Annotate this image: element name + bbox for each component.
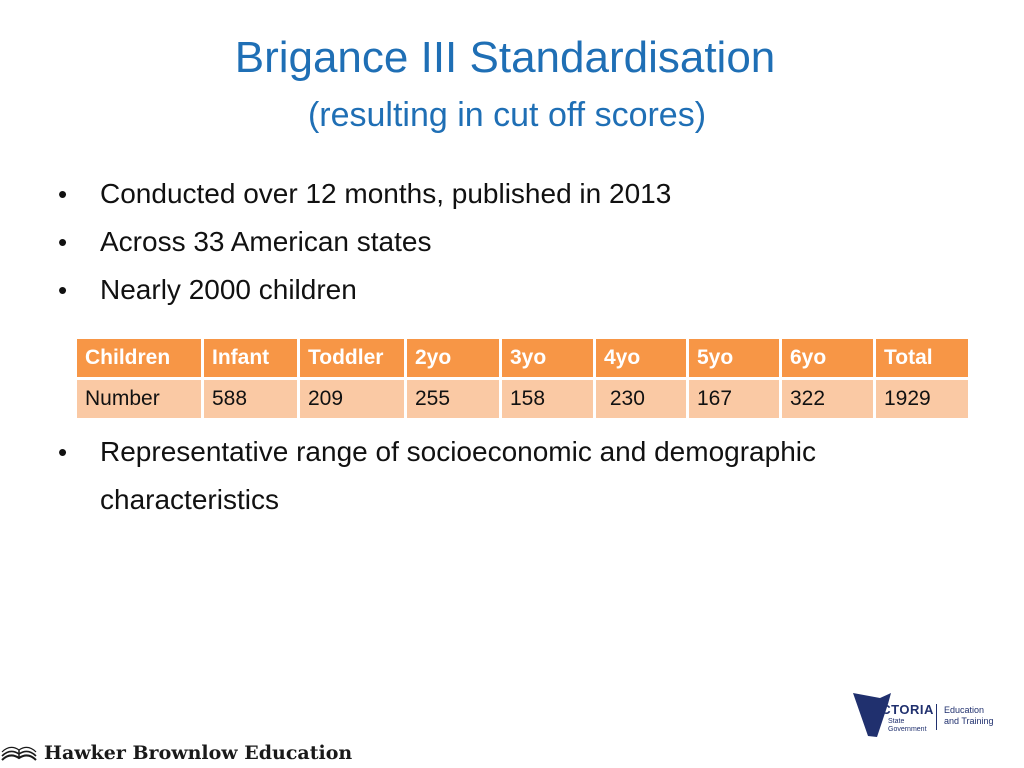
bullet-item: • Across 33 American states (58, 218, 958, 266)
table-header-cell: Infant (204, 339, 297, 377)
slide-subtitle: (resulting in cut off scores) (307, 96, 707, 134)
publisher-logo: Hawker Brownlow Education (0, 740, 352, 766)
bullet-text: Across 33 American states (100, 226, 432, 257)
table-cell: 158 (502, 380, 593, 418)
publisher-name: Hawker Brownlow Education (44, 742, 353, 764)
bullet-text: Nearly 2000 children (100, 274, 357, 305)
table-cell: 167 (689, 380, 779, 418)
bullet-list-top: • Conducted over 12 months, published in … (58, 170, 958, 314)
bullet-icon: • (58, 437, 68, 467)
bullet-item: • Nearly 2000 children (58, 266, 958, 314)
bullet-item: • Representative range of socioeconomic a… (58, 428, 958, 524)
bullet-text: Representative range of socioeconomic an… (100, 436, 816, 515)
table-row: Number 588 209 255 158 230 167 322 1929 (77, 380, 968, 418)
children-table: Children Infant Toddler 2yo 3yo 4yo 5yo … (74, 336, 971, 421)
table-header-cell: 3yo (502, 339, 593, 377)
table-header-cell: 5yo (689, 339, 779, 377)
table-cell: 230 (596, 380, 686, 418)
table-cell: 255 (407, 380, 499, 418)
bullet-icon: • (58, 227, 68, 257)
table-cell: 322 (782, 380, 873, 418)
table-header-cell: Toddler (300, 339, 404, 377)
logo-divider (936, 704, 937, 730)
bullet-icon: • (58, 275, 68, 305)
table-cell: 1929 (876, 380, 968, 418)
table-cell: 588 (204, 380, 297, 418)
bullet-text: Conducted over 12 months, published in 2… (100, 178, 672, 209)
table-header-cell: 2yo (407, 339, 499, 377)
bullet-list-bottom: • Representative range of socioeconomic a… (58, 428, 958, 524)
book-icon (1, 746, 37, 761)
table-header-cell: 6yo (782, 339, 873, 377)
victoria-government-logo: VICTORIA State Government Education and … (852, 690, 1002, 740)
victoria-state-icon (853, 693, 891, 737)
table-header-cell: Total (876, 339, 968, 377)
table-header-cell: Children (77, 339, 201, 377)
table-cell: 209 (300, 380, 404, 418)
table-cell: Number (77, 380, 201, 418)
department-text: Education and Training (944, 705, 994, 726)
bullet-icon: • (58, 179, 68, 209)
slide-title: Brigance III Standardisation (234, 33, 776, 82)
bullet-item: • Conducted over 12 months, published in … (58, 170, 958, 218)
table-header-row: Children Infant Toddler 2yo 3yo 4yo 5yo … (77, 339, 968, 377)
state-government-text: State Government (888, 718, 927, 733)
victoria-wordmark: VICTORIA (868, 702, 934, 717)
table-header-cell: 4yo (596, 339, 686, 377)
